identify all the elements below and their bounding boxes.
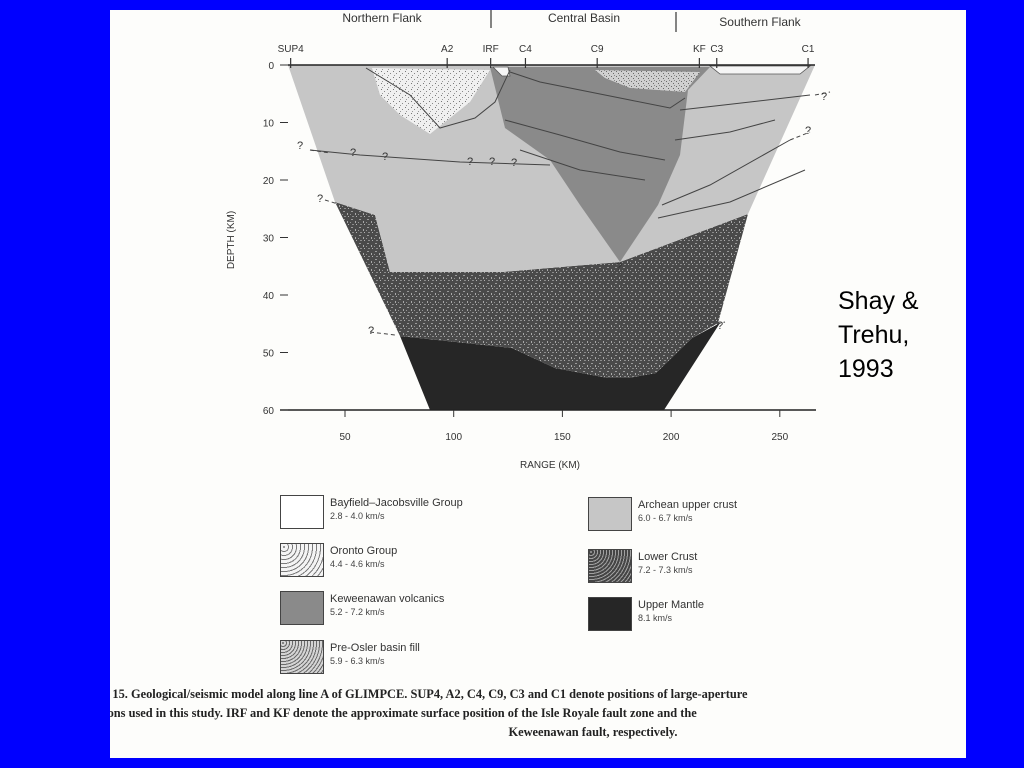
- lower-crust-region: [335, 202, 748, 378]
- y-tick-label: 40: [263, 291, 275, 302]
- keweenawan-volcanics-region: [490, 67, 710, 262]
- section-northern-flank: Northern Flank: [342, 11, 422, 25]
- x-tick-label: 250: [771, 432, 788, 443]
- legend-velocity: 5.2 - 7.2 km/s: [330, 607, 385, 617]
- geologic-cross-section: Northern Flank Central Basin Southern Fl…: [226, 10, 831, 471]
- y-tick-label: 20: [263, 176, 275, 187]
- citation-line: 1993: [838, 355, 894, 383]
- y-tick-label: 60: [263, 406, 275, 417]
- legend-name: Upper Mantle: [638, 599, 705, 611]
- section-central-basin: Central Basin: [548, 11, 620, 25]
- station-label: SUP4: [278, 44, 305, 55]
- pre-osler-basin-fill-region: [595, 70, 700, 92]
- question-mark: ?: [382, 151, 388, 163]
- uncertainty-markers: ? ? ? ? ? ? ? ? ? ? ? ?: [297, 91, 827, 337]
- question-mark: ?: [805, 125, 811, 137]
- y-axis-label: DEPTH (KM): [226, 211, 237, 269]
- legend-velocity: 5.9 - 6.3 km/s: [330, 656, 385, 666]
- legend-name: Lower Crust: [638, 551, 698, 563]
- x-tick-label: 100: [445, 432, 462, 443]
- upper-mantle-region: [400, 323, 720, 410]
- question-mark: ?: [717, 320, 723, 332]
- question-mark: ?: [297, 140, 303, 152]
- station-label: IRF: [483, 44, 499, 55]
- y-axis: 0 10 20 30 40 50 60: [263, 61, 288, 417]
- station-label: C3: [710, 44, 723, 55]
- legend-name: Oronto Group: [330, 545, 398, 557]
- station-label: C1: [802, 44, 815, 55]
- legend-velocity: 4.4 - 4.6 km/s: [330, 559, 385, 569]
- y-tick-label: 50: [263, 349, 275, 360]
- question-mark: ?: [511, 157, 517, 169]
- legend-swatch: [280, 543, 324, 577]
- legend-item-keweenawan: Keweenawan volcanics 5.2 - 7.2 km/s: [280, 591, 580, 641]
- section-southern-flank: Southern Flank: [719, 15, 801, 29]
- y-tick-label: 10: [263, 119, 275, 130]
- legend-swatch: [280, 591, 324, 625]
- station-label: C4: [519, 44, 532, 55]
- bayfield-jacobsville-region: [492, 66, 511, 77]
- legend-swatch: [280, 640, 324, 674]
- legend-swatch: [280, 495, 324, 529]
- figure-caption: g. 15. Geological/seismic model along li…: [110, 685, 956, 742]
- question-mark: ?: [616, 261, 622, 273]
- y-tick-label: 30: [263, 234, 275, 245]
- caption-line: tions used in this study. IRF and KF den…: [110, 706, 697, 720]
- question-mark: ?: [317, 193, 323, 205]
- legend-name: Keweenawan volcanics: [330, 593, 445, 605]
- station-markers: SUP4 A2 IRF C4 C9 KF C3 C1: [278, 44, 815, 68]
- caption-line: g. 15. Geological/seismic model along li…: [110, 687, 748, 701]
- x-axis-label: RANGE (KM): [520, 460, 580, 471]
- legend-item-upper-mantle: Upper Mantle 8.1 km/s: [588, 597, 888, 647]
- x-axis: 50 100 150 200 250: [339, 410, 789, 443]
- x-tick-label: 200: [663, 432, 680, 443]
- legend-name: Archean upper crust: [638, 499, 738, 511]
- legend-item-bayfield: Bayfield–Jacobsville Group 2.8 - 4.0 km/…: [280, 495, 580, 545]
- question-mark: ?: [368, 325, 374, 337]
- caption-line: Keweenawan fault, respectively.: [508, 725, 678, 739]
- legend-name: Pre-Osler basin fill: [330, 642, 420, 654]
- question-mark: ?: [489, 156, 495, 168]
- citation-line: Trehu,: [838, 321, 910, 349]
- citation-text: Shay & Trehu, 1993: [838, 284, 919, 386]
- legend-velocity: 2.8 - 4.0 km/s: [330, 511, 385, 521]
- legend-velocity: 8.1 km/s: [638, 613, 673, 623]
- station-label: C9: [591, 44, 604, 55]
- legend-velocity: 7.2 - 7.3 km/s: [638, 565, 693, 575]
- citation-line: Shay &: [838, 287, 919, 315]
- uncertain-boundaries: [309, 91, 831, 336]
- legend-item-oronto: Oronto Group 4.4 - 4.6 km/s: [280, 543, 580, 593]
- question-mark: ?: [467, 156, 473, 168]
- legend-swatch: [588, 497, 632, 531]
- legend-item-archean: Archean upper crust 6.0 - 6.7 km/s: [588, 497, 888, 547]
- station-label: A2: [441, 44, 454, 55]
- legend-velocity: 6.0 - 6.7 km/s: [638, 513, 693, 523]
- legend-item-lower-crust: Lower Crust 7.2 - 7.3 km/s: [588, 549, 888, 599]
- question-mark: ?: [821, 91, 827, 103]
- oronto-group-region: [372, 68, 490, 134]
- station-label: KF: [693, 44, 706, 55]
- legend-name: Bayfield–Jacobsville Group: [330, 497, 463, 509]
- y-tick-label: 0: [268, 61, 274, 72]
- legend-swatch: [588, 597, 632, 631]
- legend-item-preosler: Pre-Osler basin fill 5.9 - 6.3 km/s: [280, 640, 580, 690]
- x-tick-label: 150: [554, 432, 571, 443]
- bayfield-jacobsville-region-2: [708, 65, 812, 75]
- figure-panel: Northern Flank Central Basin Southern Fl…: [110, 10, 966, 758]
- legend-swatch: [588, 549, 632, 583]
- question-mark: ?: [350, 147, 356, 159]
- x-tick-label: 50: [339, 432, 351, 443]
